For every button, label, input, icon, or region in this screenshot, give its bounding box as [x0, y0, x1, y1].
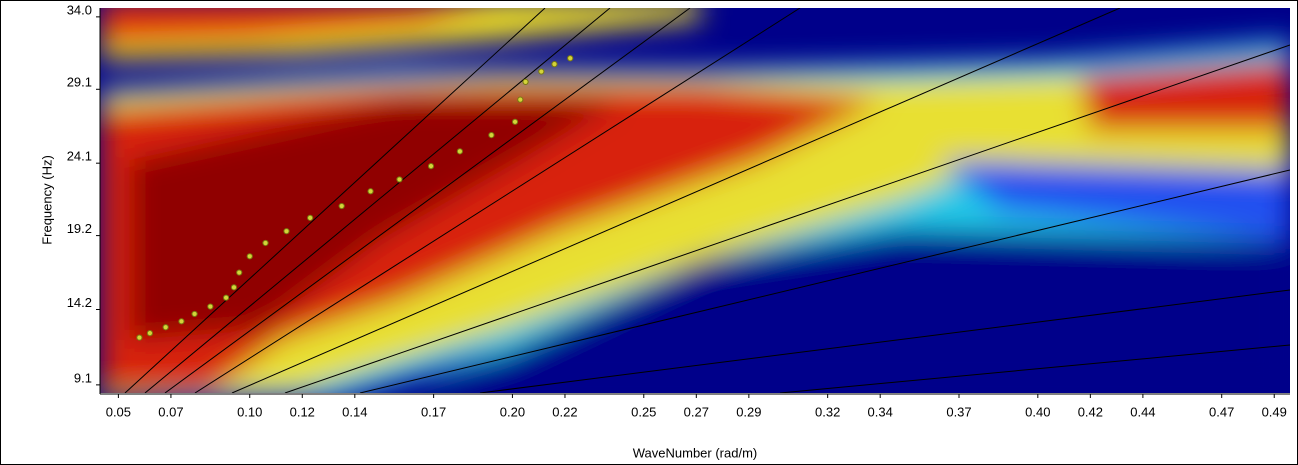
x-tick-label: 0.49	[1262, 404, 1287, 419]
point	[191, 310, 198, 318]
y-axis-title: Frequency (Hz)	[39, 155, 54, 245]
point	[246, 253, 253, 260]
x-tick-label: 0.05	[106, 404, 131, 419]
x-tick-label: 0.47	[1209, 404, 1234, 419]
x-tick-label: 0.42	[1078, 404, 1103, 419]
x-tick-label: 0.17	[421, 404, 446, 419]
y-tick-label: 34.0	[67, 2, 92, 17]
x-tick-label: 0.10	[237, 404, 262, 419]
point	[522, 78, 529, 85]
y-tick-label: 24.1	[67, 149, 92, 164]
point	[427, 163, 435, 170]
point	[551, 61, 558, 68]
point	[178, 318, 185, 325]
point	[236, 269, 243, 276]
point	[262, 239, 269, 247]
velocity-lines	[124, 8, 1290, 393]
x-tick-label: 0.40	[1025, 404, 1050, 419]
x-tick-label: 0.25	[631, 404, 656, 419]
point	[367, 188, 374, 195]
y-tick-label: 9.1	[74, 370, 92, 385]
x-tick-label: 0.27	[684, 404, 709, 419]
point	[207, 303, 214, 310]
point	[396, 176, 403, 183]
point	[511, 118, 519, 125]
y-tick-label: 19.2	[67, 221, 92, 236]
point	[567, 55, 574, 62]
x-tick-label: 0.20	[500, 404, 525, 419]
x-tick-label: 0.07	[158, 404, 183, 419]
x-tick-label: 0.44	[1130, 404, 1155, 419]
x-tick-label: 0.34	[868, 404, 893, 419]
point	[488, 132, 495, 139]
x-tick-label: 0.14	[342, 404, 367, 419]
heatmap	[100, 8, 1290, 393]
point	[338, 202, 345, 210]
x-tick-label: 0.22	[552, 404, 577, 419]
point	[456, 148, 463, 155]
point	[230, 284, 238, 291]
y-tick-label: 14.2	[67, 295, 92, 310]
point	[307, 214, 314, 221]
x-tick-label: 0.37	[946, 404, 971, 419]
x-tick-label: 0.29	[736, 404, 761, 419]
point	[538, 68, 545, 75]
x-tick-label: 0.12	[290, 404, 315, 419]
point	[146, 330, 154, 337]
x-axis-title: WaveNumber (rad/m)	[633, 445, 757, 460]
y-tick-label: 29.1	[67, 75, 92, 90]
point	[222, 294, 230, 301]
x-tick-label: 0.32	[815, 404, 840, 419]
point	[517, 96, 524, 103]
point	[283, 228, 290, 235]
point	[162, 324, 169, 331]
point	[136, 334, 143, 341]
